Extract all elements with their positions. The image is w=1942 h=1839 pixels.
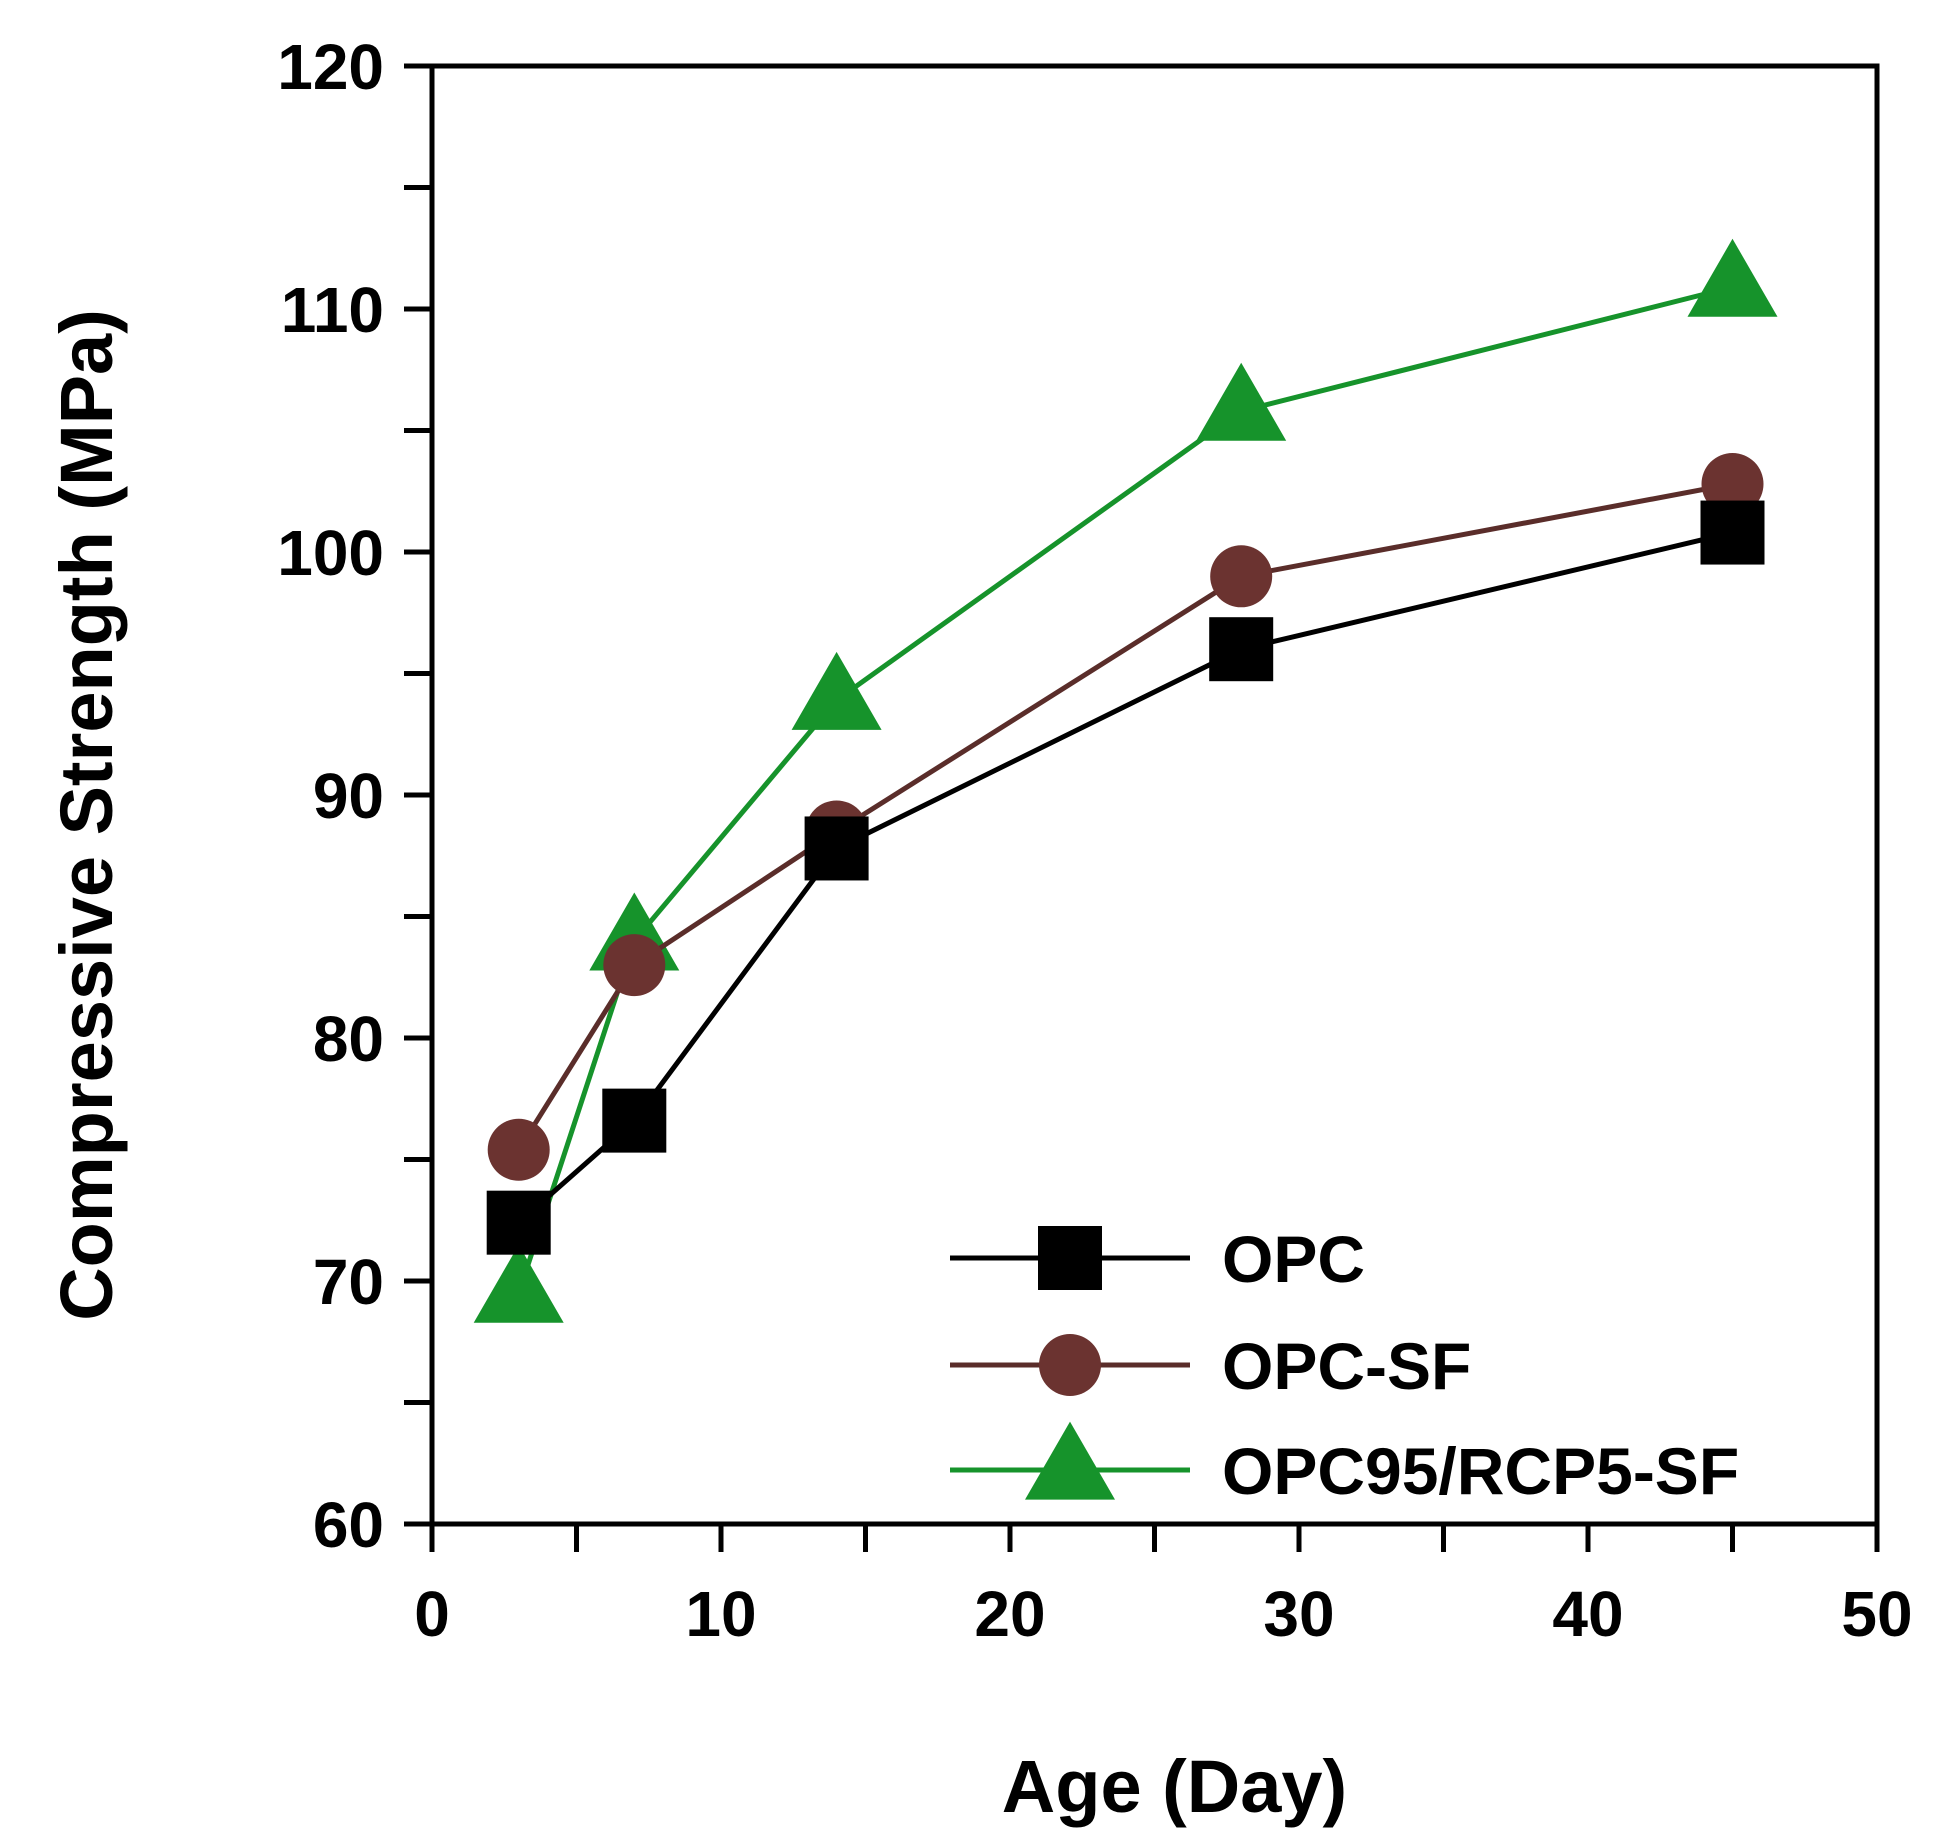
y-tick-label: 110	[281, 274, 384, 346]
series-line-opc95-rcp5-sf	[516, 284, 1734, 1294]
legend-marker-opc95-rcp5-sf	[1025, 1421, 1115, 1500]
data-point-opc-sf	[1701, 452, 1764, 515]
series-line-opc-sf	[516, 481, 1733, 1152]
plot-frame	[429, 63, 1880, 1527]
series-layer	[473, 238, 1778, 1323]
data-point-opc	[804, 816, 869, 881]
y-tick-label: 60	[313, 1489, 384, 1561]
data-point-opc95-rcp5-sf	[1196, 362, 1287, 441]
legend-marker-opc	[1038, 1226, 1102, 1290]
data-point-opc-sf	[1210, 545, 1273, 608]
data-point-opc-sf	[487, 1118, 550, 1181]
x-axis-title: Age (Day)	[1002, 1745, 1347, 1828]
series-opc95-rcp5-sf	[473, 238, 1778, 1323]
data-point-opc95-rcp5-sf	[473, 1244, 564, 1323]
data-point-opc95-rcp5-sf	[1687, 238, 1778, 317]
y-axis-title: Compressive Strength (MPa)	[45, 309, 128, 1321]
x-tick-label: 30	[1263, 1578, 1334, 1650]
series-opc	[486, 500, 1765, 1255]
axes-layer: 0 10 20 30 40 50 60 70 80 90 100 110 120 Age (Day) Com…	[45, 31, 1913, 1828]
series-line-opc	[517, 530, 1734, 1225]
legend-item-opc-sf: OPC-SF	[950, 1329, 1471, 1403]
series-opc-sf	[487, 452, 1764, 1181]
y-tick-label: 70	[313, 1246, 384, 1318]
x-tick-label: 10	[685, 1578, 756, 1650]
legend-marker-opc-sf	[1039, 1334, 1101, 1396]
data-point-opc95-rcp5-sf	[791, 651, 882, 730]
data-point-opc-sf	[603, 934, 666, 997]
x-tick-label: 40	[1552, 1578, 1623, 1650]
x-tick-label: 0	[414, 1578, 450, 1650]
data-point-opc	[1700, 500, 1765, 565]
y-tick-label: 80	[313, 1003, 384, 1075]
y-tick-label: 100	[277, 517, 384, 589]
legend-label-opc95-rcp5-sf: OPC95/RCP5-SF	[1222, 1434, 1739, 1508]
x-tick-label: 20	[974, 1578, 1045, 1650]
legend-item-opc95-rcp5-sf: OPC95/RCP5-SF	[950, 1421, 1739, 1508]
legend-label-opc: OPC	[1222, 1222, 1365, 1296]
data-point-opc	[602, 1088, 667, 1153]
legend: OPC OPC-SF OPC95/RCP5-SF	[950, 1222, 1739, 1508]
data-point-opc	[486, 1190, 551, 1255]
x-tick-label: 50	[1841, 1578, 1912, 1650]
y-tick-label: 90	[313, 760, 384, 832]
y-tick-label: 120	[277, 31, 384, 103]
legend-item-opc: OPC	[950, 1222, 1365, 1296]
legend-label-opc-sf: OPC-SF	[1222, 1329, 1471, 1403]
data-point-opc	[1209, 617, 1274, 682]
